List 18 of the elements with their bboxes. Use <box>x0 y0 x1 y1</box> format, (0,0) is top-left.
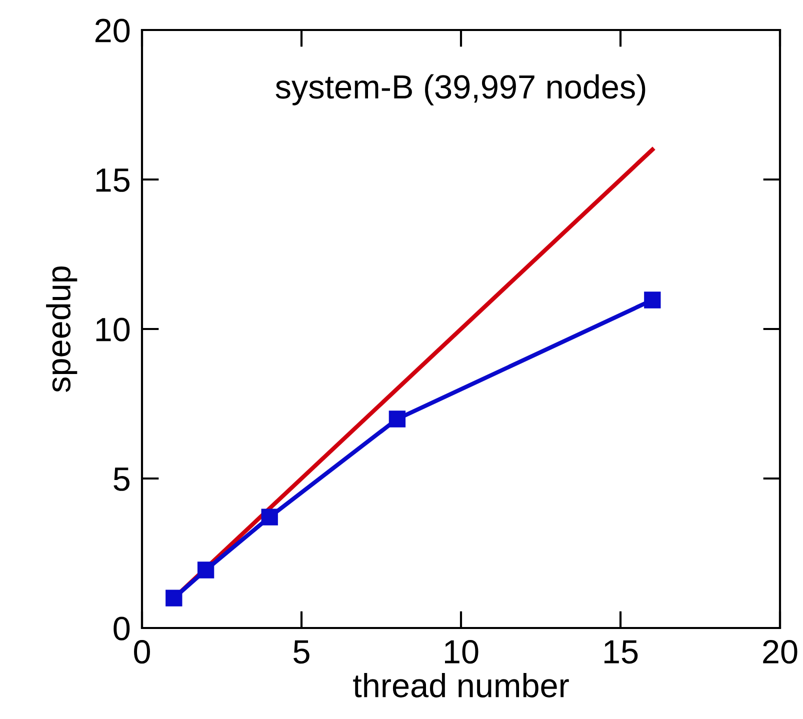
x-tick-label: 15 <box>604 640 638 664</box>
y-tick-label: 15 <box>96 168 130 192</box>
x-axis-title: thread number <box>353 672 569 698</box>
text: system-B (39,997 nodes) <box>276 74 646 106</box>
y-tick-label: 10 <box>96 318 130 342</box>
y-tick-label: 20 <box>95 18 130 42</box>
y-axis-title: speedup <box>46 266 78 392</box>
x-tick-label: 5 <box>294 640 310 664</box>
y-tick-label: 0 <box>114 616 130 640</box>
point <box>197 562 214 578</box>
x-tick-label: 0 <box>134 640 150 664</box>
x-tick-label: 10 <box>445 640 478 664</box>
x-tick-label: 20 <box>763 640 798 664</box>
point <box>644 292 661 308</box>
point <box>388 410 406 428</box>
point <box>261 508 278 526</box>
point <box>166 590 182 606</box>
y-tick-label: 5 <box>114 468 130 491</box>
